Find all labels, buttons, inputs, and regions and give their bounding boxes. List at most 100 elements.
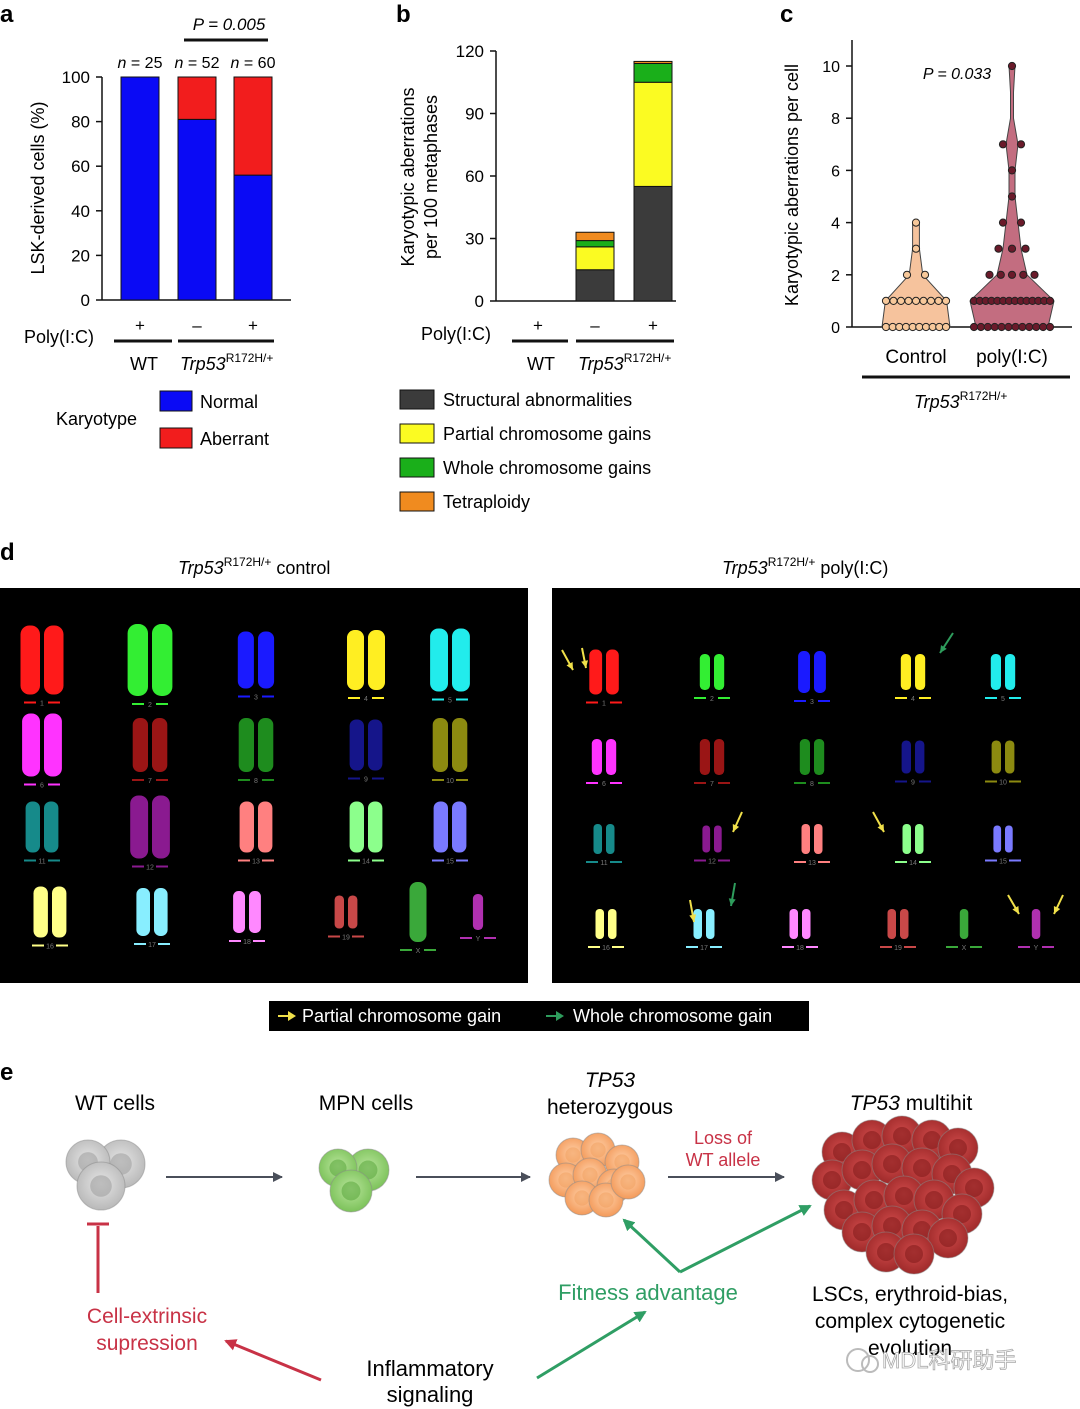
panel-a-bar-normal-0: [120, 76, 160, 301]
panel-c-group-control: Control: [885, 347, 946, 368]
chromosome-18: [789, 909, 798, 939]
chromosome-17: [706, 909, 715, 939]
label-lsc-3: evolution: [868, 1337, 952, 1360]
panel-b-genotype-wt: WT: [527, 354, 555, 374]
panel-c-point: [1018, 322, 1027, 332]
chromosome-12: [702, 825, 711, 853]
panel-b-legend-swatch-2: [399, 457, 435, 478]
chromosome-15: [433, 801, 448, 853]
chromosome-number: Y: [1034, 945, 1039, 952]
panel-c-point: [895, 322, 904, 332]
panel-a-poly-value: +: [135, 316, 145, 335]
label-tp53-het-2: heterozygous: [547, 1096, 673, 1119]
tp53-multihit-cell-nucleus: [883, 1155, 901, 1173]
panel-b-ytick-label: 90: [465, 105, 484, 124]
chromosome-number: 19: [894, 945, 902, 952]
watermark-text: MDL科研助手: [882, 1348, 1016, 1373]
legend-normal-label: Normal: [200, 392, 258, 412]
panel-c-point: [996, 270, 1005, 279]
chromosome-4: [915, 654, 926, 690]
panel-c-ytick-label: 0: [831, 320, 840, 337]
panel-b: b Karyotypic aberrations per 100 metapha…: [396, 1, 676, 512]
panel-c-point: [911, 244, 921, 253]
tp53-multihit-cell-nucleus: [835, 1201, 853, 1219]
chromosome-18: [249, 891, 261, 933]
panel-b-poly-label: Poly(I:C): [421, 324, 491, 344]
chromosome-13: [258, 801, 273, 853]
panel-b-poly-values: + – +: [533, 316, 658, 335]
chromosome-7: [152, 718, 168, 772]
panel-c-point: [935, 322, 944, 332]
panel-c: c Karyotypic aberrations per cell 0 2 4 6 8 1…: [780, 1, 1072, 412]
chromosome-number: 17: [700, 945, 708, 952]
chromosome-number: 9: [364, 777, 368, 784]
partial-gain-arrow-head: [566, 662, 573, 670]
chromosome-number: 11: [38, 859, 45, 866]
tp53-multihit-cell-nucleus: [833, 1143, 851, 1161]
chromosome-6: [591, 739, 602, 775]
chromosome-9: [368, 719, 383, 771]
panel-a-pvalue: P = 0.005: [193, 15, 266, 34]
panel-c-point: [904, 296, 913, 305]
chromosome-number: X: [962, 945, 967, 952]
chromosome-13: [239, 801, 254, 853]
panel-a-poly-values: + – +: [135, 316, 258, 335]
tp53-multihit-cell-nucleus: [895, 1187, 913, 1205]
label-suppression-1: Cell-extrinsic: [87, 1305, 207, 1328]
panel-b-legend-label-2: Whole chromosome gains: [443, 458, 651, 478]
panel-e-letter: e: [0, 1059, 13, 1086]
panel-b-ytick-label: 0: [475, 292, 484, 311]
tp53-multihit-cell-nucleus: [865, 1191, 883, 1209]
panel-d-letter: d: [0, 539, 15, 566]
panel-c-violin-0: [881, 222, 951, 328]
chromosome-9: [349, 719, 364, 771]
panel-c-point: [983, 322, 992, 332]
chromosome-7: [132, 718, 148, 772]
panel-c-point: [919, 296, 928, 305]
legend-partial-gain: Partial chromosome gain: [302, 1006, 501, 1026]
chromosome-3: [258, 631, 275, 689]
legend-aberrant-label: Aberrant: [200, 429, 269, 449]
chromosome-10: [432, 718, 448, 772]
panel-b-legend-label-1: Partial chromosome gains: [443, 424, 651, 444]
panel-b-bar-seg-0-1: [575, 269, 615, 302]
panel-a-poly-value: +: [248, 316, 258, 335]
panel-a-bar-normal-1: [177, 118, 217, 301]
panel-c-point: [941, 322, 951, 332]
panel-a-letter: a: [0, 1, 14, 28]
chromosome-number: 3: [810, 699, 814, 706]
panel-b-legend-swatch-3: [399, 491, 435, 512]
tp53-multihit-cell-nucleus: [913, 1159, 931, 1177]
chromosome-number: 4: [911, 696, 915, 703]
chromosome-12: [714, 825, 722, 853]
chromosome-18: [802, 909, 811, 939]
chromosome-12: [152, 795, 170, 859]
chromosome-number: 1: [602, 701, 606, 708]
panel-b-poly-value: +: [533, 316, 543, 335]
chromosome-number: 16: [46, 944, 54, 951]
chromosome-number: 15: [446, 859, 454, 866]
label-suppression-2: supression: [96, 1332, 198, 1355]
panel-a-genotype-wt: WT: [130, 354, 158, 374]
chromosome-1: [606, 649, 619, 695]
chromosome-number: 7: [148, 778, 152, 785]
panel-b-bar-seg-2-1: [575, 240, 615, 248]
watermark: MDL科研助手: [846, 1348, 1017, 1373]
chromosome-number: Y: [476, 936, 481, 943]
panel-c-point: [1007, 244, 1017, 253]
panel-a-ytick-label: 40: [71, 202, 90, 221]
chromosome-9: [915, 740, 925, 774]
panel-c-genotype: Trp53R172H/+: [914, 389, 1007, 412]
panel-c-point: [1045, 322, 1055, 332]
chromosome-1: [589, 649, 603, 695]
panel-b-bar-seg-3-1: [575, 231, 615, 242]
panel-e: e WT cells MPN cells TP53 heterozygous T…: [0, 1059, 1017, 1407]
panel-c-point: [985, 270, 994, 279]
panel-b-bar-seg-1-1: [575, 246, 615, 271]
panel-c-ytick-label: 4: [831, 216, 840, 233]
chromosome-number: 7: [710, 781, 714, 788]
panel-b-genotype-mut: Trp53R172H/+: [578, 351, 671, 374]
chromosome-3: [237, 631, 254, 689]
panel-c-point: [998, 218, 1008, 227]
